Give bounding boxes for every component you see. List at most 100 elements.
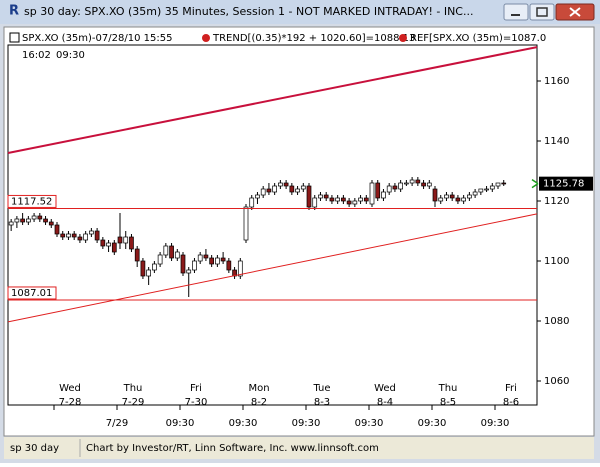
candle-body	[186, 269, 192, 274]
date-label: 8-5	[440, 397, 456, 408]
candle-body	[220, 257, 226, 262]
candle-body	[306, 185, 312, 208]
candle-body	[197, 254, 203, 262]
level-label: 1117.52	[11, 196, 52, 207]
clock-session: 09:30	[56, 50, 85, 61]
candle-body	[180, 254, 186, 274]
legend-entry: REF[SPX.XO (35m)=1087.0	[410, 33, 546, 44]
weekday-label: Thu	[123, 383, 143, 394]
candle-body	[501, 182, 507, 185]
date-label: 7-28	[59, 397, 82, 408]
candle-body	[335, 197, 340, 202]
status-bar	[4, 437, 594, 459]
candle-body	[129, 236, 134, 250]
trendline	[7, 213, 538, 323]
candle-body	[289, 185, 295, 193]
legend-icon	[202, 34, 210, 42]
weekday-label: Wed	[59, 383, 81, 394]
candle-body	[341, 197, 346, 202]
candle-body	[398, 182, 403, 190]
candle-body	[71, 233, 77, 238]
time-label: 09:30	[229, 418, 258, 429]
candle-body	[255, 194, 260, 199]
candle-body	[54, 224, 60, 235]
candle-body	[300, 185, 306, 190]
candle-body	[409, 179, 415, 184]
title-bar	[0, 0, 600, 24]
y-tick-label: 1080	[544, 316, 569, 327]
weekday-label: Fri	[190, 383, 202, 394]
legend-icon	[399, 34, 407, 42]
candle-body	[295, 188, 300, 193]
y-tick-label: 1120	[544, 196, 569, 207]
candle-body	[203, 254, 209, 259]
level-tag	[7, 194, 57, 208]
candle-body	[484, 188, 489, 191]
time-label: 09:30	[418, 418, 447, 429]
candle-body	[421, 182, 426, 187]
candle-body	[272, 185, 277, 193]
level-label: 1087.01	[11, 288, 52, 299]
y-tick-label: 1160	[544, 76, 569, 87]
time-label: 09:30	[166, 418, 195, 429]
candle-body	[369, 182, 375, 205]
legend-entry: TREND[(0.35)*192 + 1020.60]=1088.13	[212, 33, 415, 44]
last-price-arrow	[531, 179, 539, 189]
y-tick-label: 1060	[544, 376, 569, 387]
candle-body	[392, 185, 398, 190]
candle-body	[249, 197, 255, 208]
date-label: 8-2	[251, 397, 267, 408]
candle-body	[226, 260, 232, 271]
candle-body	[358, 197, 363, 202]
date-label: 8-6	[503, 397, 519, 408]
candle-body	[329, 197, 335, 202]
candle-body	[495, 182, 501, 187]
candle-body	[283, 182, 289, 187]
candle-body	[83, 233, 89, 241]
candle-body	[386, 185, 392, 193]
legend-close	[9, 32, 20, 43]
candle-body	[260, 188, 266, 196]
legend-entry: SPX.XO (35m)-07/28/10 15:55	[22, 33, 172, 44]
chart: SPX.XO (35m)-07/28/10 15:55 TREND[(0.35)*…	[7, 32, 593, 429]
date-label: 7-30	[185, 397, 208, 408]
candle-body	[48, 221, 54, 226]
maximize-button[interactable]	[529, 3, 555, 21]
candle-body	[215, 257, 220, 265]
candle-body	[461, 197, 466, 202]
candle-body	[20, 218, 25, 223]
window-title: sp 30 day: SPX.XO (35m) 35 Minutes, Sess…	[24, 5, 473, 18]
candle-body	[472, 191, 478, 196]
candle-body	[381, 191, 386, 199]
minimize-button[interactable]	[503, 3, 529, 21]
time-label: 7/29	[106, 418, 128, 429]
candle-body	[26, 218, 31, 223]
credit-text: Chart by Investor/RT, Linn Software, Inc…	[86, 443, 379, 454]
time-label: 09:30	[481, 418, 510, 429]
candle-body	[426, 182, 432, 187]
candle-body	[415, 179, 421, 184]
plot-area	[7, 44, 538, 406]
maximize-icon	[536, 7, 548, 17]
weekday-label: Mon	[248, 383, 269, 394]
candle-body	[444, 194, 449, 199]
candle-body	[14, 218, 20, 223]
candle-body	[467, 194, 472, 199]
close-icon	[569, 7, 581, 17]
candle-body	[449, 194, 455, 199]
candle-body	[404, 182, 409, 185]
candle-body	[455, 197, 461, 202]
candle-body	[43, 218, 48, 223]
y-tick-label: 1140	[544, 136, 569, 147]
candle-body	[66, 233, 71, 238]
candle-body	[89, 230, 94, 235]
candle-body	[346, 200, 352, 205]
candle-body	[489, 185, 495, 190]
candle-body	[363, 197, 369, 202]
candle-body	[438, 197, 444, 202]
candle-body	[352, 200, 358, 205]
level-tag	[7, 286, 57, 300]
weekday-label: Thu	[438, 383, 458, 394]
candle-body	[312, 197, 318, 208]
